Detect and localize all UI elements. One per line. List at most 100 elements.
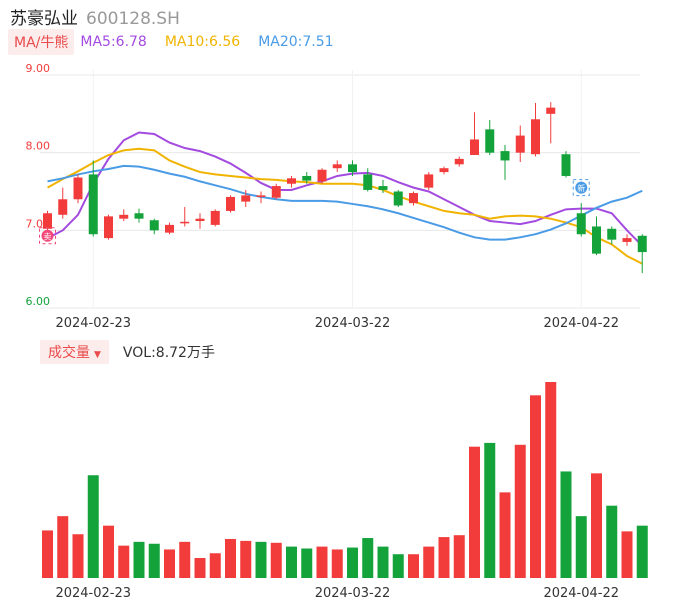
price-date-label: 2024-02-23 xyxy=(55,316,131,331)
volume-date-label: 2024-04-22 xyxy=(543,586,619,601)
volume-bar[interactable] xyxy=(453,535,465,578)
volume-bar[interactable] xyxy=(591,473,602,578)
volume-bar[interactable] xyxy=(179,541,191,578)
ma10-line xyxy=(47,147,643,265)
volume-bar[interactable] xyxy=(286,546,297,578)
volume-bar[interactable] xyxy=(255,541,267,578)
volume-bar[interactable] xyxy=(72,534,84,578)
candle-body[interactable] xyxy=(271,186,281,198)
sell-signal-icon[interactable]: 卖 xyxy=(39,227,56,245)
volume-bar[interactable] xyxy=(575,516,587,578)
ma5-value: MA5:6.78 xyxy=(80,34,147,50)
candle-body[interactable] xyxy=(607,228,617,240)
volume-bar[interactable] xyxy=(316,546,328,578)
candle-body[interactable] xyxy=(637,235,647,253)
volume-bar[interactable] xyxy=(118,545,130,578)
volume-bar[interactable] xyxy=(560,471,572,578)
candle-body[interactable] xyxy=(165,224,174,233)
candle-body[interactable] xyxy=(256,195,266,197)
ma20-line xyxy=(47,164,643,241)
volume-bar[interactable] xyxy=(57,516,69,578)
candle-body[interactable] xyxy=(531,119,540,155)
candle-body[interactable] xyxy=(195,218,205,222)
candle-body[interactable] xyxy=(88,174,98,235)
volume-indicator-dropdown[interactable]: 成交量 ▼ xyxy=(40,340,109,364)
volume-bar[interactable] xyxy=(42,530,53,578)
candle-body[interactable] xyxy=(73,177,83,200)
ma10-value: MA10:6.56 xyxy=(164,34,241,50)
volume-bar[interactable] xyxy=(392,554,404,578)
candle-body[interactable] xyxy=(210,210,220,225)
volume-bar[interactable] xyxy=(331,549,343,578)
candle-body[interactable] xyxy=(485,129,495,153)
volume-date-label: 2024-03-22 xyxy=(315,586,391,601)
svg-text:卖: 卖 xyxy=(44,232,52,241)
candle-body[interactable] xyxy=(363,174,373,190)
ma-legend: MA/牛熊 MA5:6.78 MA10:6.56 MA20:7.51 xyxy=(8,29,352,55)
candle-body[interactable] xyxy=(43,213,52,229)
candle-body[interactable] xyxy=(622,238,632,242)
candle-body[interactable] xyxy=(378,186,388,190)
candle-body[interactable] xyxy=(287,178,296,184)
candle-body[interactable] xyxy=(393,191,403,206)
volume-bar[interactable] xyxy=(148,543,160,578)
volume-bar[interactable] xyxy=(240,540,252,578)
volume-bar[interactable] xyxy=(301,548,313,578)
candle-body[interactable] xyxy=(576,213,586,235)
volume-bar[interactable] xyxy=(514,444,526,578)
candle-body[interactable] xyxy=(317,169,327,182)
candle-body[interactable] xyxy=(500,151,510,161)
candle-body[interactable] xyxy=(592,226,601,254)
volume-bar[interactable] xyxy=(423,546,435,578)
volume-bar[interactable] xyxy=(133,541,145,578)
candle-body[interactable] xyxy=(180,221,190,224)
volume-bar[interactable] xyxy=(194,558,206,578)
volume-bar[interactable] xyxy=(87,475,99,578)
stock-title: 苏豪弘业 600128.SH xyxy=(10,4,180,29)
stock-name: 苏豪弘业 xyxy=(10,9,78,29)
volume-bar[interactable] xyxy=(377,546,389,578)
candle-body[interactable] xyxy=(226,196,235,211)
candle-body[interactable] xyxy=(348,164,357,173)
volume-bar[interactable] xyxy=(484,442,496,578)
candle-body[interactable] xyxy=(104,216,113,239)
volume-bar[interactable] xyxy=(103,525,114,578)
candle-body[interactable] xyxy=(439,168,449,173)
new-signal-icon[interactable]: 新 xyxy=(572,179,590,197)
volume-bar[interactable] xyxy=(408,554,419,578)
volume-bar[interactable] xyxy=(545,382,557,578)
candle-body[interactable] xyxy=(332,164,342,169)
volume-bar[interactable] xyxy=(530,395,541,578)
candle-body[interactable] xyxy=(134,213,144,219)
candle-body[interactable] xyxy=(454,158,464,165)
candle-body[interactable] xyxy=(302,175,312,181)
volume-bar[interactable] xyxy=(469,446,480,578)
candle-body[interactable] xyxy=(149,220,159,231)
svg-text:新: 新 xyxy=(577,183,585,193)
volume-bar[interactable] xyxy=(225,538,236,578)
volume-legend: 成交量 ▼ VOL:8.72万手 xyxy=(40,340,215,364)
candle-body[interactable] xyxy=(546,107,556,114)
volume-bar[interactable] xyxy=(606,505,618,578)
volume-bar[interactable] xyxy=(164,549,175,578)
candle-body[interactable] xyxy=(119,214,129,219)
volume-bar[interactable] xyxy=(621,531,633,578)
volume-bar[interactable] xyxy=(499,492,511,578)
volume-bar[interactable] xyxy=(438,537,450,578)
candle-body[interactable] xyxy=(409,193,418,204)
volume-bar[interactable] xyxy=(209,553,221,578)
volume-value: VOL:8.72万手 xyxy=(122,345,215,361)
candle-body[interactable] xyxy=(58,199,68,215)
candle-body[interactable] xyxy=(470,139,479,155)
candle-body[interactable] xyxy=(515,135,525,153)
candle-body[interactable] xyxy=(241,195,251,202)
volume-bar[interactable] xyxy=(636,525,648,578)
ma-indicator-tab[interactable]: MA/牛熊 xyxy=(8,29,75,55)
candle-body[interactable] xyxy=(424,174,434,188)
volume-bar[interactable] xyxy=(347,547,358,578)
volume-tag-label: 成交量 xyxy=(48,345,90,361)
volume-bar[interactable] xyxy=(270,542,282,578)
candle-body[interactable] xyxy=(561,154,571,176)
volume-bar[interactable] xyxy=(362,538,374,578)
triangle-down-icon: ▼ xyxy=(94,350,101,360)
